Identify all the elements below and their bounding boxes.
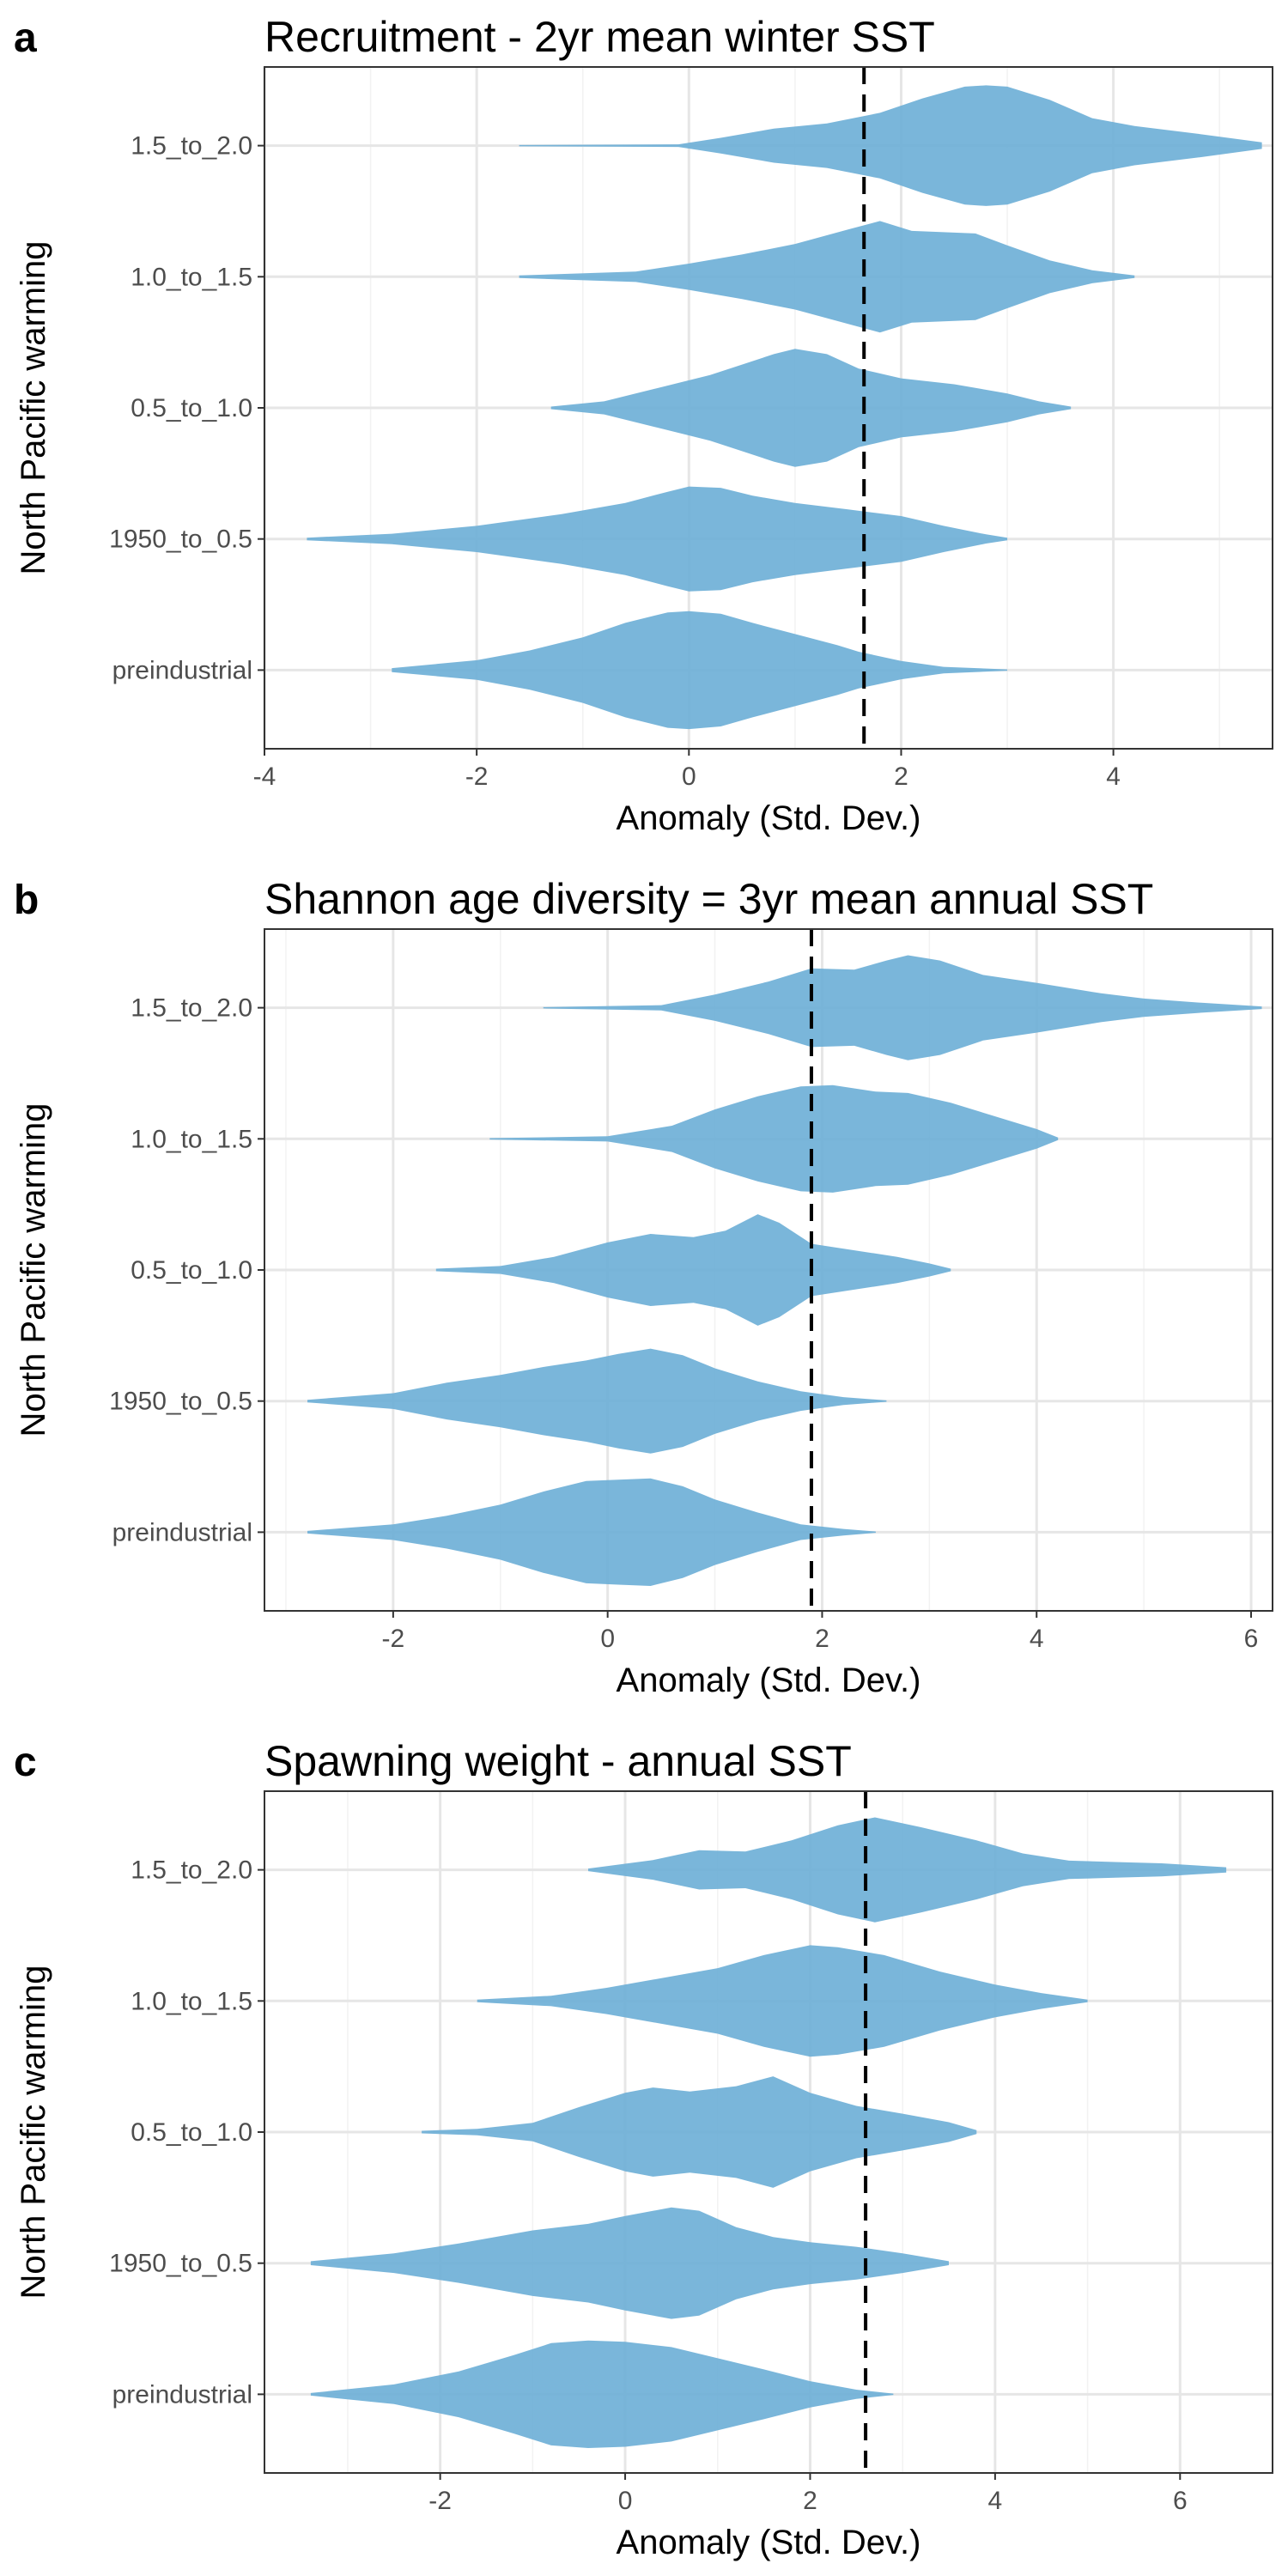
- x-tick-label: 2: [894, 762, 908, 791]
- y-tick-label: preindustrial: [112, 656, 252, 684]
- x-axis-ticks: -2 0 2 4 6: [428, 2473, 1188, 2515]
- y-tick-label: 1.5_to_2.0: [131, 1856, 252, 1885]
- chart-title: Shannon age diversity = 3yr mean annual …: [264, 875, 1153, 923]
- x-tick-label: 4: [1106, 762, 1121, 791]
- x-axis-ticks: -2 0 2 4 6: [382, 1611, 1259, 1653]
- x-tick-label: -4: [253, 762, 276, 791]
- x-axis-title: Anomaly (Std. Dev.): [617, 799, 921, 837]
- y-tick-label: 1.0_to_1.5: [131, 263, 252, 291]
- x-tick-label: 2: [803, 2487, 817, 2515]
- y-tick-label: 1950_to_0.5: [109, 526, 252, 554]
- violins: [310, 1817, 1227, 2448]
- y-tick-label: 1.5_to_2.0: [131, 132, 252, 161]
- violin-1.0_to_1.5: [519, 221, 1135, 333]
- x-tick-label: 6: [1244, 1625, 1259, 1653]
- chart-title: Spawning weight - annual SST: [264, 1737, 852, 1785]
- panel-letter: c: [14, 1740, 37, 1785]
- violin-1950_to_0.5: [307, 1348, 887, 1454]
- violin-0.5_to_1.0: [422, 2076, 977, 2188]
- x-tick-label: -2: [465, 762, 489, 791]
- x-tick-label: 4: [988, 2487, 1003, 2515]
- x-tick-label: 6: [1173, 2487, 1188, 2515]
- violin-preindustrial: [307, 1478, 876, 1586]
- violin-1.5_to_2.0: [588, 1817, 1227, 1923]
- x-tick-label: 0: [600, 1625, 615, 1653]
- y-axis-title: North Pacific warming: [15, 1965, 52, 2299]
- y-tick-label: 0.5_to_1.0: [131, 394, 252, 422]
- x-axis-title: Anomaly (Std. Dev.): [617, 2524, 921, 2561]
- violin-1.5_to_2.0: [543, 955, 1262, 1060]
- panel-letter: a: [14, 15, 37, 61]
- x-tick-label: 0: [618, 2487, 633, 2515]
- x-tick-label: 2: [815, 1625, 829, 1653]
- violin-preindustrial: [392, 611, 1008, 730]
- y-axis-title: North Pacific warming: [15, 240, 52, 574]
- violin-0.5_to_1.0: [550, 349, 1072, 467]
- x-tick-label: 4: [1030, 1625, 1044, 1653]
- violin-1.5_to_2.0: [519, 85, 1262, 206]
- panel-c: c Spawning weight - annual SST preindust…: [14, 1737, 1273, 2561]
- x-tick-label: 0: [682, 762, 696, 791]
- y-tick-label: 1.0_to_1.5: [131, 1125, 252, 1153]
- violin-1950_to_0.5: [310, 2207, 949, 2319]
- violin-1.0_to_1.5: [489, 1084, 1059, 1193]
- violins: [307, 955, 1262, 1586]
- panel-letter: b: [14, 878, 39, 923]
- chart-title: Recruitment - 2yr mean winter SST: [264, 13, 935, 61]
- panel-b: b Shannon age diversity = 3yr mean annua…: [14, 875, 1273, 1699]
- x-tick-label: -2: [428, 2487, 452, 2515]
- x-axis-title: Anomaly (Std. Dev.): [617, 1662, 921, 1699]
- violin-0.5_to_1.0: [435, 1214, 951, 1326]
- y-tick-label: 0.5_to_1.0: [131, 1256, 252, 1285]
- violin-preindustrial: [310, 2340, 894, 2448]
- violins: [307, 85, 1262, 730]
- y-axis-ticks: preindustrial 1950_to_0.5 0.5_to_1.0 1.0_to…: [109, 1856, 264, 2409]
- y-tick-label: 0.5_to_1.0: [131, 2118, 252, 2147]
- panel-a: a Recruitment - 2yr mean winter SST prei…: [14, 13, 1273, 837]
- y-tick-label: preindustrial: [112, 2380, 252, 2409]
- y-tick-label: 1950_to_0.5: [109, 2250, 252, 2278]
- y-axis-ticks: preindustrial 1950_to_0.5 0.5_to_1.0 1.0_to…: [109, 132, 264, 684]
- y-tick-label: preindustrial: [112, 1518, 252, 1546]
- x-tick-label: -2: [382, 1625, 405, 1653]
- x-axis-ticks: -4 -2 0 2 4: [253, 749, 1121, 791]
- y-axis-title: North Pacific warming: [15, 1103, 52, 1437]
- violin-1.0_to_1.5: [477, 1945, 1088, 2057]
- violin-1950_to_0.5: [307, 486, 1008, 592]
- y-axis-ticks: preindustrial 1950_to_0.5 0.5_to_1.0 1.0_to…: [109, 994, 264, 1546]
- y-tick-label: 1.0_to_1.5: [131, 1987, 252, 2015]
- y-tick-label: 1.5_to_2.0: [131, 994, 252, 1023]
- y-tick-label: 1950_to_0.5: [109, 1388, 252, 1416]
